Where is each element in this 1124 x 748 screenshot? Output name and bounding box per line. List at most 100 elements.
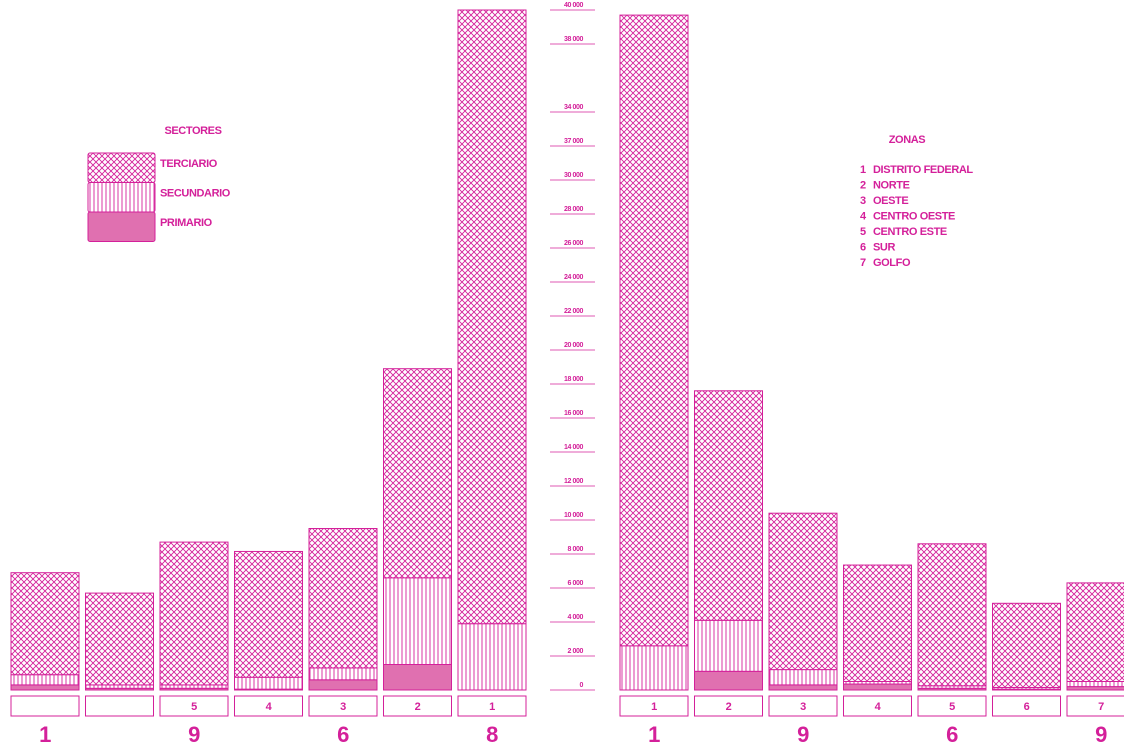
bar-segment bbox=[619, 14, 689, 647]
y-tick-label: 14 000 bbox=[564, 444, 584, 451]
bar-segment bbox=[768, 669, 838, 686]
bar-segment bbox=[768, 512, 838, 671]
axis-label: 8 bbox=[486, 722, 498, 747]
y-tick-label: 8 000 bbox=[567, 546, 583, 553]
bar-segment bbox=[917, 543, 987, 687]
category-box bbox=[768, 695, 838, 717]
category-label: 1 bbox=[651, 701, 657, 713]
zone-name: CENTRO ESTE bbox=[873, 226, 947, 238]
category-label: 7 bbox=[1098, 701, 1104, 713]
category-label: 3 bbox=[800, 701, 806, 713]
axis-label: 9 bbox=[797, 722, 809, 747]
y-tick-label: 10 000 bbox=[564, 512, 584, 519]
zone-number: 7 bbox=[860, 257, 866, 269]
y-tick-label: 38 000 bbox=[564, 36, 584, 43]
axis-label: 6 bbox=[946, 722, 958, 747]
axis-label: 9 bbox=[188, 722, 200, 747]
bar-segment bbox=[308, 667, 378, 681]
category-label: 4 bbox=[266, 701, 273, 713]
bar-segment bbox=[308, 679, 378, 691]
category-box bbox=[992, 695, 1061, 717]
zone-name: DISTRITO FEDERAL bbox=[873, 164, 973, 176]
legend-swatch bbox=[87, 152, 156, 183]
bar-segment bbox=[308, 528, 378, 669]
y-tick-label: 18 000 bbox=[564, 376, 584, 383]
category-label: 6 bbox=[1024, 701, 1030, 713]
zone-number: 6 bbox=[860, 241, 866, 253]
y-tick-label: 22 000 bbox=[564, 308, 584, 315]
legend-swatch bbox=[87, 211, 156, 242]
zone-name: SUR bbox=[873, 241, 895, 253]
zone-name: NORTE bbox=[873, 179, 910, 191]
axis-label: 9 bbox=[1095, 722, 1107, 747]
bar-segment bbox=[694, 670, 763, 691]
category-label: 5 bbox=[191, 701, 197, 713]
y-tick-label: 20 000 bbox=[564, 342, 584, 349]
legend-title: SECTORES bbox=[164, 125, 221, 137]
category-box bbox=[694, 695, 763, 717]
category-box bbox=[159, 695, 229, 717]
bar-segment bbox=[234, 676, 303, 690]
y-tick-label: 34 000 bbox=[564, 104, 584, 111]
category-label: 2 bbox=[726, 701, 732, 713]
bar-segment bbox=[10, 684, 80, 691]
bar-segment bbox=[85, 592, 154, 686]
legend-label: TERCIARIO bbox=[160, 158, 218, 170]
zone-name: GOLFO bbox=[873, 257, 911, 269]
bar-segment bbox=[768, 684, 838, 691]
zone-number: 3 bbox=[860, 195, 866, 207]
y-tick-label: 0 bbox=[580, 682, 584, 689]
y-tick-label: 6 000 bbox=[567, 580, 583, 587]
category-box bbox=[457, 695, 527, 717]
bar-segment bbox=[843, 564, 912, 682]
category-box bbox=[85, 695, 154, 717]
bar-segment bbox=[10, 572, 80, 676]
bar-segment bbox=[85, 684, 154, 689]
category-box bbox=[383, 695, 452, 717]
y-tick-label: 37 000 bbox=[564, 138, 584, 145]
bar-segment bbox=[1066, 582, 1124, 683]
y-tick-label: 16 000 bbox=[564, 410, 584, 417]
bar-segment bbox=[383, 368, 452, 579]
bar-segment bbox=[457, 9, 527, 625]
y-tick-label: 2 000 bbox=[567, 648, 583, 655]
category-box bbox=[10, 695, 80, 717]
y-tick-label: 4 000 bbox=[567, 614, 583, 621]
category-box bbox=[308, 695, 378, 717]
zone-number: 5 bbox=[860, 226, 866, 238]
y-tick-label: 12 000 bbox=[564, 478, 584, 485]
axis-label: 6 bbox=[337, 722, 349, 747]
bar-segment bbox=[694, 390, 763, 621]
zone-name: CENTRO OESTE bbox=[873, 210, 955, 222]
category-label: 1 bbox=[489, 701, 495, 713]
category-label: 3 bbox=[340, 701, 346, 713]
legend-label: PRIMARIO bbox=[160, 217, 213, 229]
bar-segment bbox=[1066, 681, 1124, 688]
bar-segment bbox=[234, 550, 303, 678]
y-tick-label: 24 000 bbox=[564, 274, 584, 281]
y-tick-label: 28 000 bbox=[564, 206, 584, 213]
legend-label: SECUNDARIO bbox=[160, 187, 231, 199]
bar-segment bbox=[10, 674, 80, 686]
bar-segment bbox=[619, 645, 689, 691]
zones-title: ZONAS bbox=[889, 134, 926, 146]
category-box bbox=[234, 695, 303, 717]
category-box bbox=[843, 695, 912, 717]
bar-segment bbox=[159, 684, 229, 689]
category-label: 5 bbox=[949, 701, 955, 713]
bar-segment bbox=[694, 619, 763, 672]
category-label: 4 bbox=[875, 701, 882, 713]
bar-segment bbox=[1066, 686, 1124, 691]
axis-label: 1 bbox=[648, 722, 660, 747]
bar-segment bbox=[383, 577, 452, 665]
axis-label: 1 bbox=[39, 722, 51, 747]
category-box bbox=[619, 695, 689, 717]
bar-segment bbox=[159, 541, 229, 686]
bar-segment bbox=[383, 664, 452, 691]
y-tick-label: 40 000 bbox=[564, 2, 584, 9]
y-tick-label: 30 000 bbox=[564, 172, 584, 179]
category-box bbox=[1066, 695, 1124, 717]
bar-segment bbox=[992, 602, 1061, 688]
bar-segment bbox=[843, 683, 912, 691]
